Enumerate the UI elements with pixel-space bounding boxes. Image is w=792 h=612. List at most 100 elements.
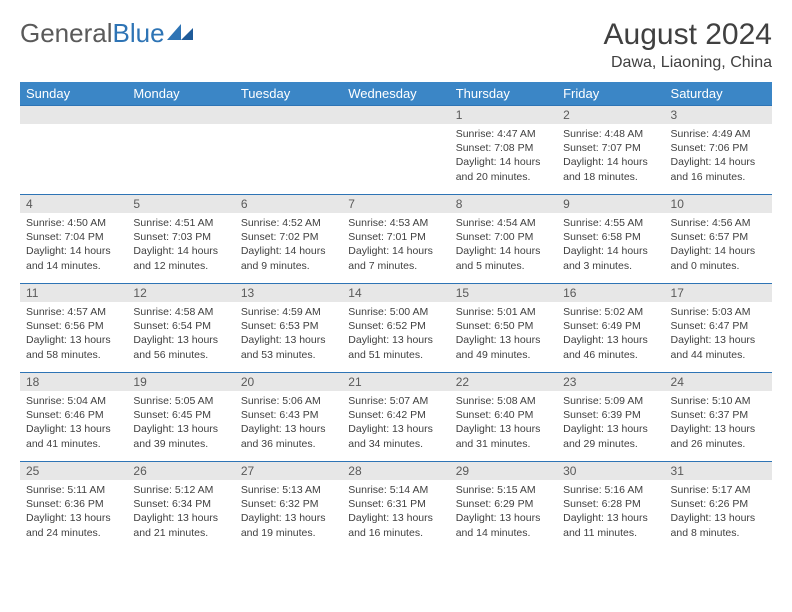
day-cell: 3Sunrise: 4:49 AMSunset: 7:06 PMDaylight… (665, 106, 772, 195)
daylight-1: Daylight: 13 hours (241, 422, 336, 436)
day-content: Sunrise: 5:16 AMSunset: 6:28 PMDaylight:… (557, 480, 664, 543)
sunrise: Sunrise: 5:15 AM (456, 483, 551, 497)
day-number: 18 (20, 373, 127, 391)
daylight-1: Daylight: 13 hours (671, 422, 766, 436)
sunset: Sunset: 6:43 PM (241, 408, 336, 422)
sunset: Sunset: 6:34 PM (133, 497, 228, 511)
day-cell (342, 106, 449, 195)
day-cell: 25Sunrise: 5:11 AMSunset: 6:36 PMDayligh… (20, 462, 127, 551)
sunset: Sunset: 6:42 PM (348, 408, 443, 422)
daylight-1: Daylight: 13 hours (26, 422, 121, 436)
day-cell: 13Sunrise: 4:59 AMSunset: 6:53 PMDayligh… (235, 284, 342, 373)
daylight-1: Daylight: 14 hours (563, 244, 658, 258)
day-content: Sunrise: 5:02 AMSunset: 6:49 PMDaylight:… (557, 302, 664, 365)
day-number: 21 (342, 373, 449, 391)
day-cell: 5Sunrise: 4:51 AMSunset: 7:03 PMDaylight… (127, 195, 234, 284)
daylight-2: and 44 minutes. (671, 348, 766, 362)
dh-fri: Friday (557, 82, 664, 106)
daylight-1: Daylight: 14 hours (456, 244, 551, 258)
day-content: Sunrise: 5:17 AMSunset: 6:26 PMDaylight:… (665, 480, 772, 543)
daylight-1: Daylight: 14 hours (671, 155, 766, 169)
day-content: Sunrise: 5:06 AMSunset: 6:43 PMDaylight:… (235, 391, 342, 454)
day-cell: 18Sunrise: 5:04 AMSunset: 6:46 PMDayligh… (20, 373, 127, 462)
dh-sat: Saturday (665, 82, 772, 106)
sunrise: Sunrise: 5:14 AM (348, 483, 443, 497)
sunset: Sunset: 7:06 PM (671, 141, 766, 155)
day-content: Sunrise: 5:08 AMSunset: 6:40 PMDaylight:… (450, 391, 557, 454)
day-number: 23 (557, 373, 664, 391)
day-number: 31 (665, 462, 772, 480)
day-content: Sunrise: 4:56 AMSunset: 6:57 PMDaylight:… (665, 213, 772, 276)
daylight-2: and 58 minutes. (26, 348, 121, 362)
daylight-2: and 46 minutes. (563, 348, 658, 362)
day-cell: 28Sunrise: 5:14 AMSunset: 6:31 PMDayligh… (342, 462, 449, 551)
day-number (235, 106, 342, 124)
sunrise: Sunrise: 5:05 AM (133, 394, 228, 408)
sunset: Sunset: 6:53 PM (241, 319, 336, 333)
daylight-2: and 53 minutes. (241, 348, 336, 362)
daylight-1: Daylight: 13 hours (671, 333, 766, 347)
daylight-1: Daylight: 13 hours (348, 422, 443, 436)
day-content: Sunrise: 4:59 AMSunset: 6:53 PMDaylight:… (235, 302, 342, 365)
day-cell: 31Sunrise: 5:17 AMSunset: 6:26 PMDayligh… (665, 462, 772, 551)
sunset: Sunset: 6:26 PM (671, 497, 766, 511)
day-cell: 10Sunrise: 4:56 AMSunset: 6:57 PMDayligh… (665, 195, 772, 284)
day-cell: 8Sunrise: 4:54 AMSunset: 7:00 PMDaylight… (450, 195, 557, 284)
day-cell: 15Sunrise: 5:01 AMSunset: 6:50 PMDayligh… (450, 284, 557, 373)
sunset: Sunset: 6:36 PM (26, 497, 121, 511)
sunset: Sunset: 6:39 PM (563, 408, 658, 422)
dh-sun: Sunday (20, 82, 127, 106)
sunset: Sunset: 6:37 PM (671, 408, 766, 422)
daylight-2: and 51 minutes. (348, 348, 443, 362)
dh-thu: Thursday (450, 82, 557, 106)
day-number: 25 (20, 462, 127, 480)
daylight-1: Daylight: 13 hours (563, 422, 658, 436)
daylight-1: Daylight: 13 hours (241, 333, 336, 347)
daylight-1: Daylight: 14 hours (133, 244, 228, 258)
sunrise: Sunrise: 5:04 AM (26, 394, 121, 408)
daylight-2: and 14 minutes. (26, 259, 121, 273)
day-cell (235, 106, 342, 195)
daylight-2: and 20 minutes. (456, 170, 551, 184)
day-content: Sunrise: 5:07 AMSunset: 6:42 PMDaylight:… (342, 391, 449, 454)
sunrise: Sunrise: 4:58 AM (133, 305, 228, 319)
daylight-2: and 31 minutes. (456, 437, 551, 451)
sunrise: Sunrise: 5:17 AM (671, 483, 766, 497)
week-row: 11Sunrise: 4:57 AMSunset: 6:56 PMDayligh… (20, 284, 772, 373)
sunset: Sunset: 6:45 PM (133, 408, 228, 422)
day-number: 12 (127, 284, 234, 302)
day-number: 28 (342, 462, 449, 480)
daylight-2: and 16 minutes. (671, 170, 766, 184)
day-number: 26 (127, 462, 234, 480)
day-number: 24 (665, 373, 772, 391)
day-content: Sunrise: 5:03 AMSunset: 6:47 PMDaylight:… (665, 302, 772, 365)
day-cell: 30Sunrise: 5:16 AMSunset: 6:28 PMDayligh… (557, 462, 664, 551)
daylight-1: Daylight: 13 hours (133, 333, 228, 347)
daylight-2: and 14 minutes. (456, 526, 551, 540)
sunset: Sunset: 6:52 PM (348, 319, 443, 333)
sunrise: Sunrise: 4:47 AM (456, 127, 551, 141)
sunrise: Sunrise: 4:55 AM (563, 216, 658, 230)
day-number: 1 (450, 106, 557, 124)
location: Dawa, Liaoning, China (604, 54, 772, 72)
day-number: 8 (450, 195, 557, 213)
sunrise: Sunrise: 4:56 AM (671, 216, 766, 230)
daylight-2: and 9 minutes. (241, 259, 336, 273)
daylight-1: Daylight: 13 hours (563, 511, 658, 525)
daylight-1: Daylight: 13 hours (563, 333, 658, 347)
day-content: Sunrise: 4:49 AMSunset: 7:06 PMDaylight:… (665, 124, 772, 187)
sunrise: Sunrise: 5:07 AM (348, 394, 443, 408)
day-cell: 6Sunrise: 4:52 AMSunset: 7:02 PMDaylight… (235, 195, 342, 284)
sunrise: Sunrise: 5:08 AM (456, 394, 551, 408)
daylight-1: Daylight: 14 hours (241, 244, 336, 258)
day-content: Sunrise: 4:53 AMSunset: 7:01 PMDaylight:… (342, 213, 449, 276)
daylight-1: Daylight: 13 hours (456, 511, 551, 525)
day-header-row: Sunday Monday Tuesday Wednesday Thursday… (20, 82, 772, 106)
daylight-2: and 12 minutes. (133, 259, 228, 273)
day-cell: 23Sunrise: 5:09 AMSunset: 6:39 PMDayligh… (557, 373, 664, 462)
day-cell (20, 106, 127, 195)
sunrise: Sunrise: 5:02 AM (563, 305, 658, 319)
sunset: Sunset: 7:00 PM (456, 230, 551, 244)
day-content: Sunrise: 5:09 AMSunset: 6:39 PMDaylight:… (557, 391, 664, 454)
logo-text-2: Blue (113, 18, 165, 49)
